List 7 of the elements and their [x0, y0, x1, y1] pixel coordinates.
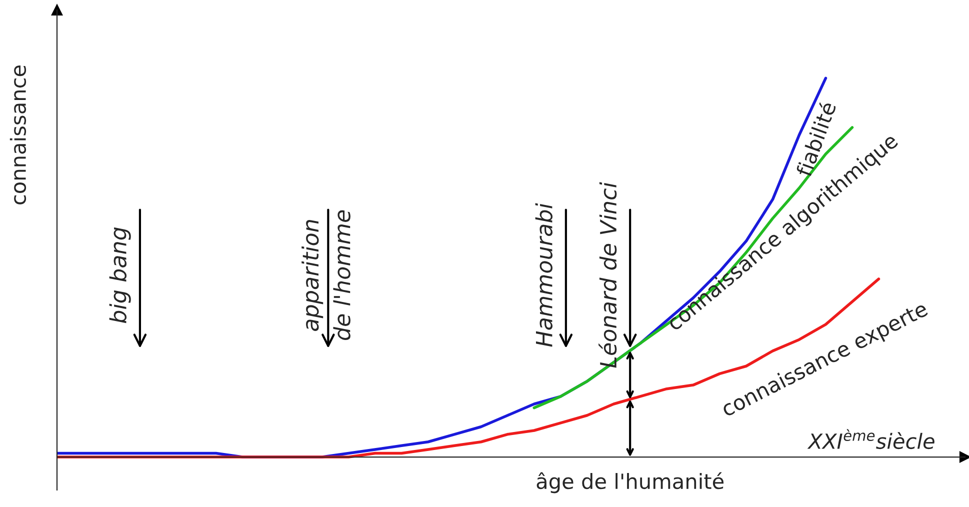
y-axis-title: connaissance — [10, 66, 26, 204]
annotation: apparition de l'homme — [302, 210, 350, 340]
text: âge de l'humanité — [536, 472, 724, 494]
annotation: Hammourabi — [535, 203, 553, 347]
annotation: Léonard de Vinci — [598, 182, 617, 368]
annotation: big bang — [109, 227, 131, 324]
annotation: XXI$^{ème}$siècle — [807, 429, 934, 450]
